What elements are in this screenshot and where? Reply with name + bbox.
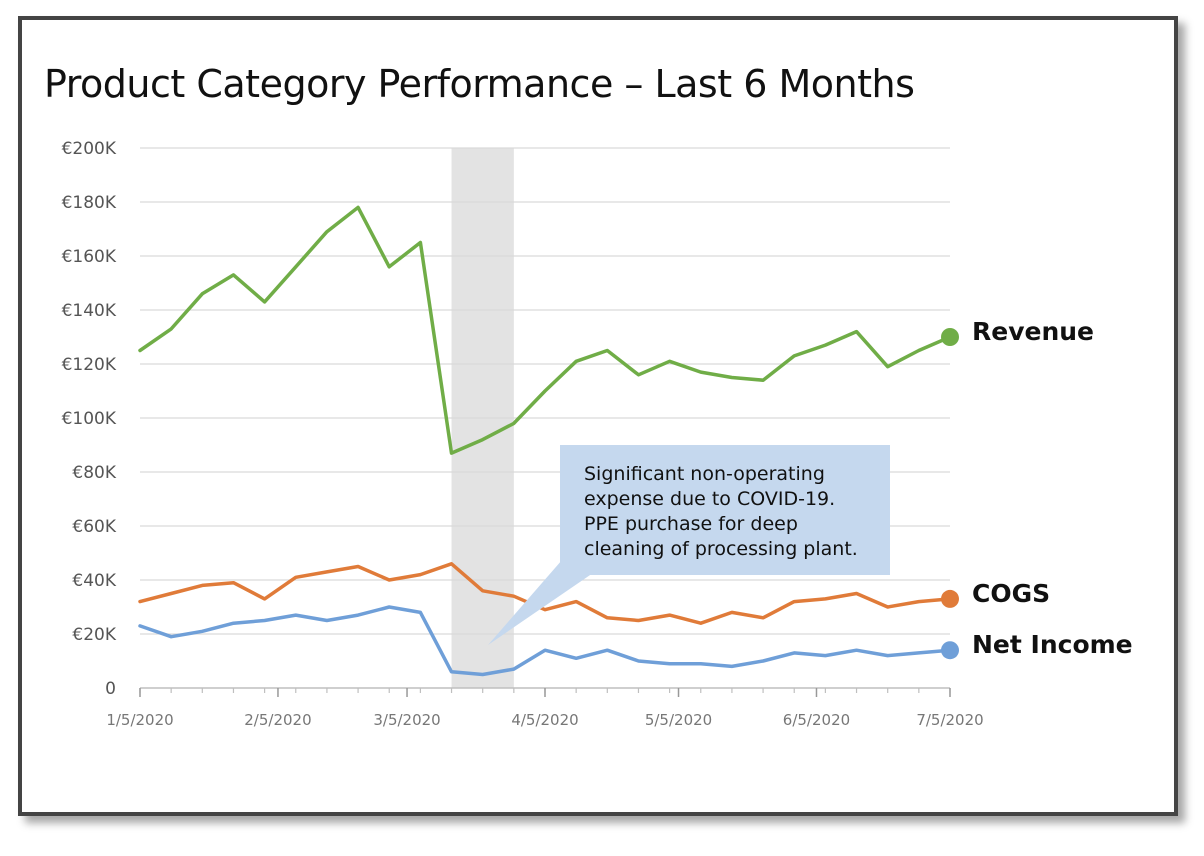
y-tick-label: €80K — [72, 463, 116, 483]
series-label: Net Income — [972, 630, 1133, 659]
y-tick-label: 0 — [105, 679, 116, 699]
series-line — [138, 605, 952, 677]
series-end-marker — [941, 328, 959, 346]
y-tick-label: €120K — [62, 355, 117, 375]
axes: 0 €20K €40K €60K €80K €100K €120K €140K €160K €18… — [62, 139, 984, 729]
y-tick-label: €20K — [72, 625, 116, 645]
y-tick-label: €40K — [72, 571, 116, 591]
series-label: COGS — [972, 579, 1050, 608]
x-tick-label: 3/5/2020 — [373, 711, 440, 729]
y-tick-label: €60K — [72, 517, 116, 537]
annotation-line: Significant non-operating — [584, 463, 825, 485]
series-end-marker — [941, 589, 959, 608]
series-line — [138, 562, 952, 625]
series-lines — [138, 205, 952, 677]
annotation-line: PPE purchase for deep — [584, 513, 798, 535]
annotation-box — [560, 445, 890, 575]
y-tick-label: €140K — [62, 301, 117, 321]
chart-frame — [18, 16, 1178, 816]
y-tick-label: €180K — [62, 193, 117, 213]
annotation-callout: Significant non-operating expense due to … — [488, 445, 890, 645]
annotation-line: expense due to COVID-19. — [584, 488, 835, 510]
x-tick-label: 2/5/2020 — [244, 711, 311, 729]
x-tick-label: 4/5/2020 — [511, 711, 578, 729]
x-tick-label: 5/5/2020 — [645, 711, 712, 729]
annotation-pointer — [488, 560, 612, 645]
annotation-line: cleaning of processing plant. — [584, 538, 858, 560]
gridlines — [140, 147, 950, 635]
chart-title: Product Category Performance – Last 6 Mo… — [44, 62, 915, 106]
x-tick-label: 7/5/2020 — [916, 711, 983, 729]
x-tick-label: 6/5/2020 — [783, 711, 850, 729]
y-tick-label: €100K — [62, 409, 117, 429]
y-tick-label: €200K — [62, 139, 117, 159]
y-tick-label: €160K — [62, 247, 117, 267]
series-line — [138, 205, 952, 455]
series-labels: Revenue COGS Net Income — [941, 317, 1133, 660]
series-end-marker — [941, 641, 959, 660]
x-tick-label: 1/5/2020 — [106, 711, 173, 729]
series-label: Revenue — [972, 317, 1094, 346]
